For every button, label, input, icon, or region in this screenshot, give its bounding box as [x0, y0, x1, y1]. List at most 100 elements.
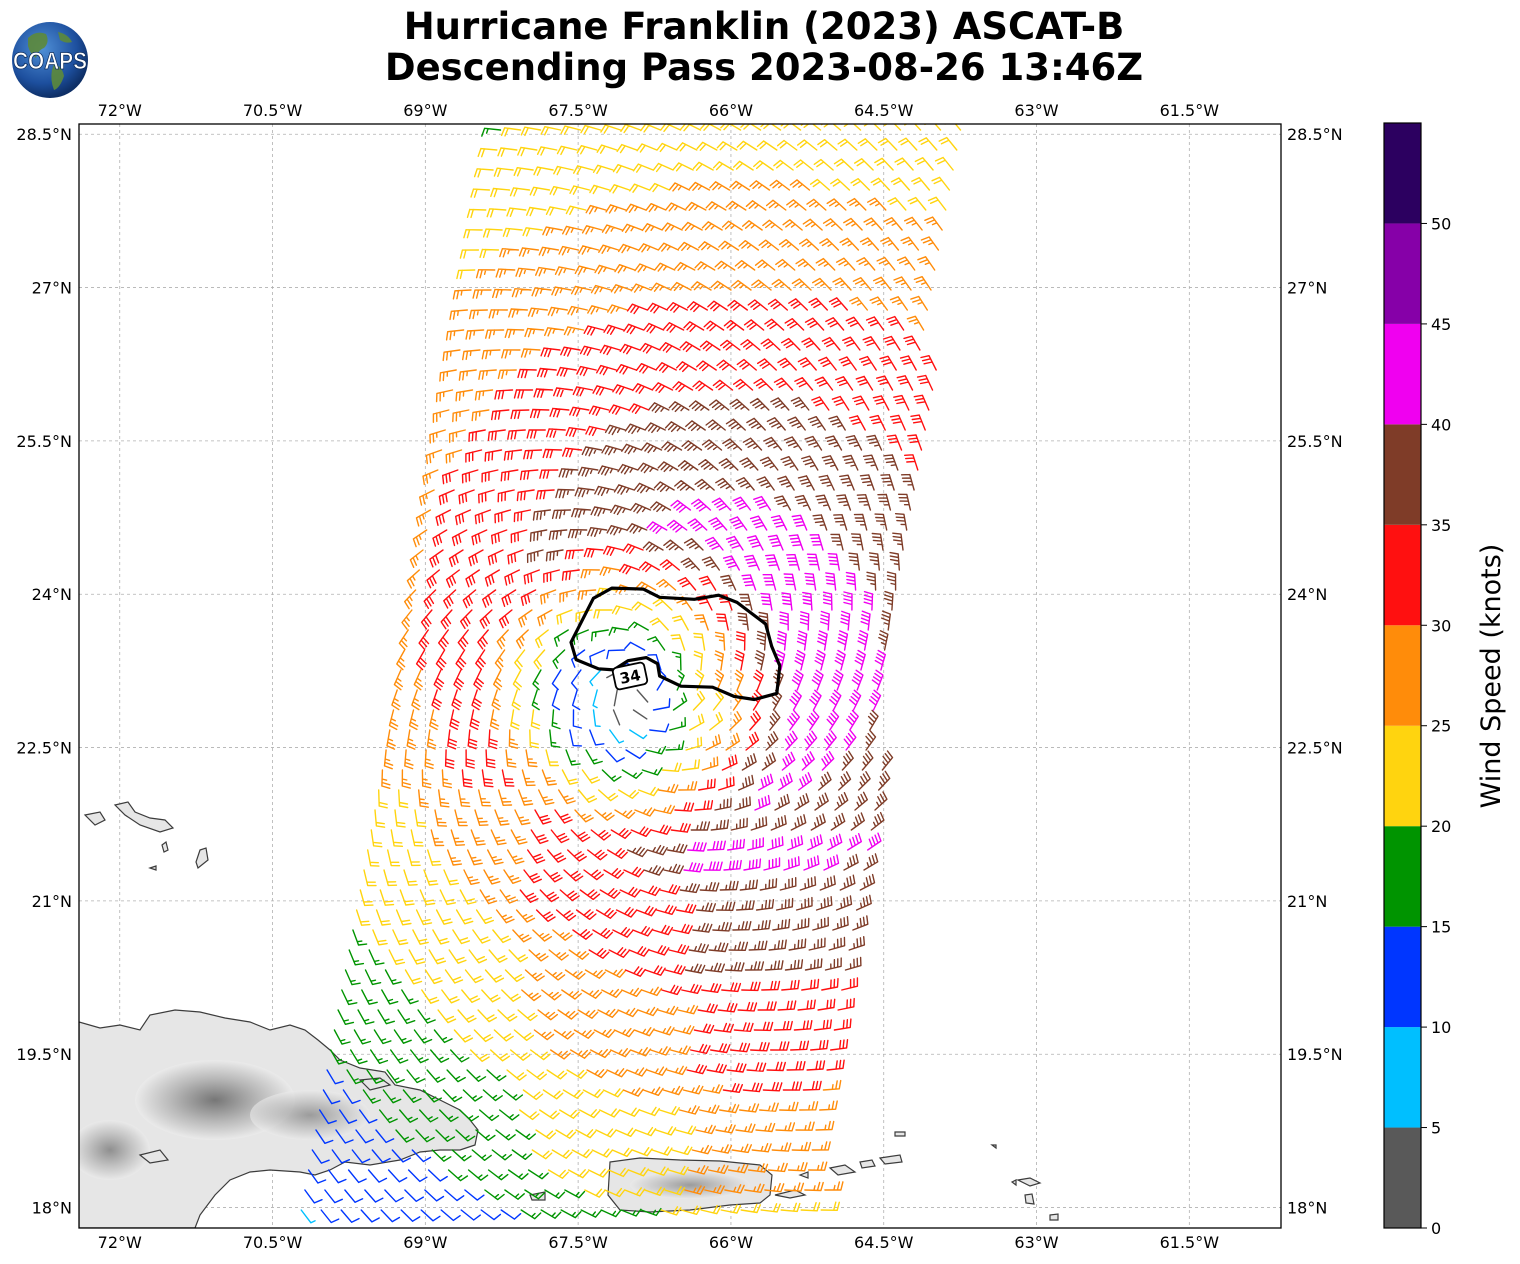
wind-barb	[846, 709, 859, 731]
wind-barb	[913, 394, 930, 411]
wind-barb	[533, 166, 554, 176]
wind-barb	[444, 969, 464, 984]
wind-barb	[432, 929, 450, 945]
wind-barb	[578, 245, 600, 255]
wind-barb	[811, 669, 824, 691]
wind-barb	[486, 208, 507, 218]
wind-barb	[531, 1149, 553, 1160]
wind-barb	[706, 1063, 727, 1074]
wind-barb	[605, 749, 625, 763]
wind-barb	[871, 669, 884, 691]
wind-barb	[696, 141, 718, 151]
wind-barb	[628, 946, 650, 957]
wind-barb	[494, 809, 510, 826]
wind-barb	[473, 1029, 494, 1043]
wind-barb	[492, 288, 512, 299]
wind-barb	[845, 316, 865, 331]
wind-barb	[643, 865, 665, 876]
wind-barb	[620, 124, 642, 134]
wind-barb	[520, 589, 537, 606]
wind-barb	[755, 1122, 776, 1133]
wind-barb	[782, 1081, 803, 1091]
lon-tick-label: 67.5°W	[548, 101, 608, 120]
wind-barb	[398, 629, 409, 651]
wind-barb	[566, 1069, 588, 1079]
wind-barb	[899, 355, 917, 371]
wind-barb	[775, 258, 796, 271]
wind-barb	[812, 514, 828, 531]
wind-barb	[638, 786, 660, 797]
wind-barb	[894, 157, 914, 171]
wind-barb	[392, 929, 409, 946]
wind-barb	[556, 145, 578, 156]
wind-barb	[455, 909, 474, 925]
wind-barb	[618, 789, 639, 799]
wind-barb	[590, 506, 612, 517]
wind-barb	[766, 1061, 786, 1072]
wind-barb	[883, 217, 903, 231]
wind-barb	[789, 689, 802, 711]
wind-barb	[850, 533, 864, 551]
wind-barb	[747, 837, 764, 851]
wind-barb	[527, 849, 546, 864]
wind-barb	[510, 709, 520, 730]
wind-barb	[666, 302, 688, 313]
wind-barb	[500, 1209, 522, 1220]
wind-barb	[791, 514, 808, 531]
wind-barb	[350, 1049, 368, 1065]
wind-barb	[670, 499, 692, 513]
wind-barb	[438, 489, 455, 506]
wind-barb	[619, 563, 640, 575]
wind-barb	[532, 669, 542, 691]
wind-barb	[512, 929, 532, 943]
coaps-logo: COAPS	[12, 22, 88, 98]
wind-barb	[720, 124, 742, 131]
wind-barb	[831, 395, 850, 411]
wind-barb	[427, 1169, 448, 1182]
wind-barb	[701, 983, 722, 993]
wind-barb	[619, 886, 641, 898]
wind-barb	[907, 434, 923, 451]
wind-barb	[627, 846, 648, 858]
wind-barb	[658, 242, 680, 252]
wind-barb	[714, 260, 736, 271]
wind-barb	[591, 629, 609, 642]
wind-barb	[783, 856, 800, 871]
wind-barb	[724, 961, 745, 972]
wind-barb	[480, 1209, 502, 1221]
wind-barb	[431, 689, 442, 711]
wind-barb	[493, 1029, 514, 1042]
wind-barb	[715, 901, 736, 911]
wind-barb	[667, 843, 688, 854]
wind-barb	[513, 509, 532, 523]
wind-barb	[372, 929, 388, 946]
wind-barb	[587, 849, 608, 861]
wind-barb	[652, 598, 673, 611]
wind-barb	[837, 997, 855, 1011]
wind-barb	[830, 812, 846, 831]
wind-barb	[579, 889, 601, 901]
wind-barb	[729, 180, 751, 191]
wind-barb	[458, 789, 471, 808]
wind-barb	[408, 709, 419, 731]
wind-barb	[882, 335, 901, 351]
wind-barb	[613, 689, 618, 707]
wind-barb	[391, 1149, 411, 1163]
wind-barb	[811, 396, 830, 411]
wind-barb	[683, 862, 704, 873]
wind-barb	[817, 139, 838, 151]
wind-barb	[704, 536, 724, 551]
wind-barb	[653, 481, 675, 493]
wind-barb	[438, 629, 449, 650]
wind-barb	[451, 689, 462, 711]
wind-barb	[750, 1041, 770, 1052]
wind-barb	[764, 960, 784, 971]
wind-barb	[630, 283, 652, 293]
wind-barb	[625, 749, 647, 760]
wind-barb	[807, 416, 826, 431]
wind-barb	[649, 182, 671, 193]
wind-barb	[685, 420, 706, 432]
wind-barb	[659, 1106, 680, 1116]
wind-barb	[423, 589, 437, 609]
wind-barb	[433, 1029, 453, 1044]
